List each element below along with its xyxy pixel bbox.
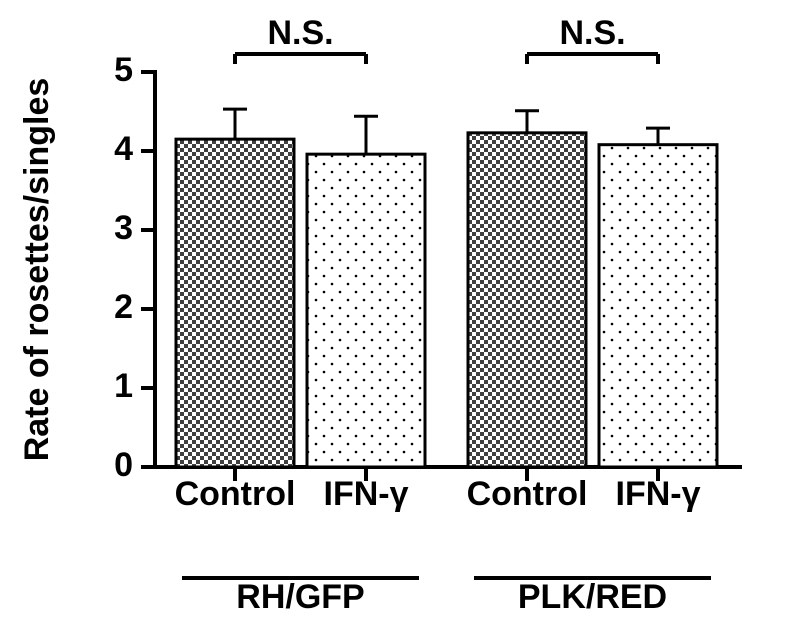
y-tick-label: 0 [114, 446, 133, 484]
y-tick-label: 1 [114, 367, 133, 405]
ns-annotation: N.S. [267, 14, 333, 52]
y-tick-label: 4 [114, 130, 133, 168]
bar [176, 139, 294, 467]
y-tick-label: 3 [114, 209, 133, 247]
bar-label: IFN-γ [616, 475, 701, 513]
y-tick-label: 2 [114, 288, 133, 326]
group-label: PLK/RED [518, 578, 667, 616]
y-axis-label: Rate of rosettes/singles [18, 78, 56, 462]
bar-label: Control [467, 475, 588, 513]
bar [599, 145, 717, 467]
ns-annotation: N.S. [559, 14, 625, 52]
bar-label: Control [175, 475, 296, 513]
bar [307, 154, 425, 467]
group-label: RH/GFP [236, 578, 364, 616]
bar [468, 133, 586, 467]
y-tick-label: 5 [114, 51, 133, 89]
bar-chart: 0 1 2 3 4 5 Rate of rosettes/singles Control IFN… [0, 0, 787, 618]
bar-label: IFN-γ [324, 475, 409, 513]
